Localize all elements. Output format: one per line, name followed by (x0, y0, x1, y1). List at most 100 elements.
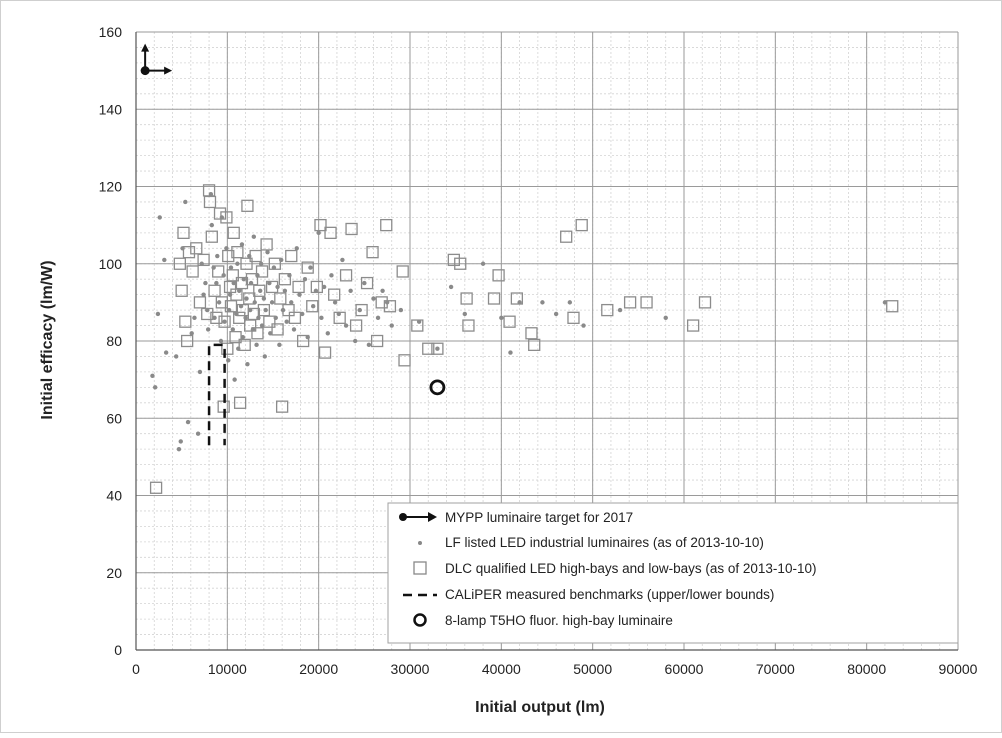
dlc-data-point (274, 292, 287, 305)
dlc-data-point (314, 218, 327, 232)
dlc-data-point (349, 319, 363, 332)
dlc-data-point (355, 303, 368, 317)
y-tick-label: 20 (106, 565, 122, 581)
y-tick-labels: 0 20 40 60 80 100 120 140 160 (99, 24, 123, 658)
mypp-series (140, 43, 173, 76)
x-tick-label: 20000 (299, 661, 338, 677)
lf-data-point (228, 265, 234, 270)
dlc-data-point (212, 265, 225, 278)
y-tick-label: 60 (106, 410, 122, 426)
x-tick-label: 80000 (847, 661, 886, 677)
lf-data-point (176, 446, 182, 452)
lf-data-point (289, 300, 294, 305)
lf-data-point (297, 292, 302, 297)
lf-data-point (291, 327, 297, 332)
dlc-data-point (375, 296, 388, 309)
y-tick-label: 40 (106, 488, 122, 504)
lf-data-point (617, 307, 623, 313)
lf-data-point (152, 385, 158, 390)
dlc-data-point (245, 273, 259, 286)
dlc-data-point (431, 342, 444, 355)
dlc-data-point (366, 246, 379, 259)
mypp-right-arrow-icon (164, 66, 173, 75)
lf-data-point (197, 369, 203, 375)
legend-item-dlc: DLC qualified LED high-bays and low-bays… (413, 561, 816, 576)
legend-item-lf: LF listed LED industrial luminaires (as … (418, 535, 764, 550)
x-tick-label: 50000 (573, 661, 612, 677)
legend-marker-small-dot (418, 541, 422, 545)
lf-data-point (173, 354, 179, 359)
dlc-data-point (296, 334, 310, 348)
lf-data-point (201, 292, 206, 297)
dlc-data-point (249, 249, 262, 263)
caliper-bounds-line (207, 343, 226, 446)
dlc-data-point (186, 265, 199, 278)
x-tick-label: 60000 (665, 661, 704, 677)
dlc-data-point (218, 315, 231, 328)
dlc-data-point (282, 303, 295, 317)
lf-data-point (222, 319, 227, 324)
lf-data-point (371, 296, 376, 301)
dlc-series (149, 184, 899, 494)
dlc-data-point (285, 249, 298, 263)
y-tick-label: 0 (114, 642, 122, 658)
lf-data-point (245, 361, 250, 367)
dlc-data-point (220, 211, 233, 224)
legend-marker-open-square (413, 561, 427, 575)
y-tick-label: 80 (106, 333, 122, 349)
dlc-data-point (398, 354, 411, 367)
lf-data-point (232, 377, 237, 382)
lf-data-point (340, 257, 345, 263)
dlc-data-point (640, 296, 653, 309)
lf-data-point (282, 288, 288, 293)
lf-data-point (348, 288, 353, 293)
lf-data-point (553, 311, 559, 317)
dlc-data-point (686, 319, 700, 332)
dlc-data-point (360, 276, 374, 290)
lf-data-point (265, 249, 270, 255)
lf-data-point (567, 300, 573, 305)
dlc-data-point (288, 311, 302, 324)
legend-marker-open-circle (413, 613, 427, 627)
dlc-data-point (193, 296, 207, 309)
legend-label-caliper: CALiPER measured benchmarks (upper/lower… (445, 587, 774, 602)
lf-data-point (185, 419, 191, 425)
dlc-data-point (510, 292, 524, 305)
mypp-data-point (140, 66, 150, 76)
dlc-data-point (454, 257, 467, 270)
dlc-data-point (222, 249, 235, 263)
dlc-data-point (213, 207, 227, 220)
lf-data-point (448, 284, 454, 290)
x-tick-label: 70000 (756, 661, 795, 677)
lf-data-point (389, 323, 394, 328)
dlc-data-point (208, 284, 221, 297)
lf-data-point (435, 346, 440, 351)
x-tick-label: 0 (132, 661, 140, 677)
lf-data-point (375, 315, 381, 321)
dlc-data-point (247, 307, 260, 321)
dlc-data-point (324, 226, 337, 240)
y-tick-label: 140 (99, 101, 123, 117)
lf-data-point (203, 280, 208, 286)
x-axis-title: Initial output (lm) (475, 699, 605, 716)
dlc-data-point (205, 230, 218, 243)
dlc-data-point (345, 222, 358, 236)
lf-data-point (262, 354, 267, 359)
legend-item-caliper: CALiPER measured benchmarks (upper/lower… (403, 587, 774, 602)
dlc-data-point (380, 218, 393, 232)
legend: MYPP luminaire target for 2017 LF listed… (387, 502, 959, 644)
lf-data-point (263, 307, 268, 313)
dlc-data-point (149, 481, 163, 494)
x-tick-label: 10000 (208, 661, 247, 677)
lf-data-point (284, 319, 289, 324)
dlc-data-point (292, 280, 305, 294)
lf-data-point (239, 242, 245, 247)
lf-data-point (343, 323, 349, 328)
caliper-series (207, 343, 226, 446)
lf-data-point (261, 296, 267, 301)
lf-data-point (240, 334, 246, 340)
dlc-data-point (203, 195, 217, 209)
dlc-data-point (231, 246, 244, 259)
dlc-data-point (253, 284, 266, 297)
